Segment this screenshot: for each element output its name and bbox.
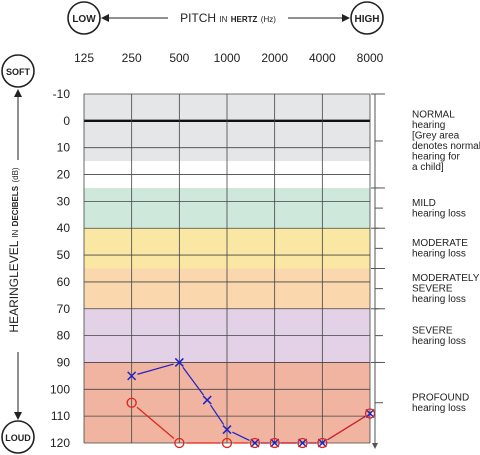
series-1-segment (136, 406, 175, 439)
category-label-5: PROFOUND hearing loss (412, 392, 469, 414)
category-title: PROFOUND (412, 392, 469, 403)
y-tick-label: 120 (50, 436, 70, 450)
bracket-arrow (372, 443, 378, 449)
x-tick-label: 4000 (309, 51, 336, 65)
series-1-marker-o (317, 437, 328, 449)
category-title: NORMAL (412, 110, 455, 121)
y-tick-label: 60 (57, 275, 71, 289)
pitch-unit-word: HERTZ (231, 15, 258, 24)
x-tick-label: 2000 (261, 51, 288, 65)
y-tick-label: 20 (57, 168, 71, 182)
series-1-marker-o (221, 437, 233, 449)
x-marker-stroke (174, 357, 184, 367)
low-label: LOW (72, 14, 96, 25)
category-label-4: SEVERE hearing loss (412, 325, 466, 347)
loud-label: LOUD (5, 433, 31, 443)
soft-badge (1, 54, 35, 88)
y-tick-label: 80 (57, 329, 71, 343)
category-line: hearing loss (412, 336, 466, 347)
category-label-1: MILD hearing loss (412, 198, 466, 220)
category-title: SEVERE (412, 325, 453, 336)
category-title: MODERATE (412, 238, 468, 249)
loud-badge (1, 420, 35, 454)
category-line: hearing loss (412, 294, 466, 305)
category-line: hearing loss (412, 208, 466, 219)
pitch-in-word: IN (219, 15, 227, 24)
category-line: SEVERE (412, 284, 453, 295)
x-marker-stroke (127, 371, 137, 381)
category-label-2: MODERATE hearing loss (412, 238, 468, 260)
category-line: a child] (412, 162, 444, 173)
series-0-marker-x (250, 438, 260, 448)
y-tick-label: 40 (57, 221, 71, 235)
category-line: denotes normal (412, 141, 480, 152)
series-0-marker-x (202, 395, 212, 405)
series-0-segment (232, 431, 250, 441)
x-tick-label: 1000 (214, 51, 241, 65)
y-tick-label: 70 (57, 302, 71, 316)
x-marker-stroke (317, 438, 327, 448)
series-0-segment (182, 366, 205, 396)
low-badge (67, 1, 101, 35)
series-0-marker-x (365, 408, 375, 418)
level-in-word: IN (11, 229, 20, 237)
y-tick-label: -10 (53, 87, 71, 101)
level-unit-word: DECIBELS (11, 185, 20, 226)
pitch-axis-title: PITCH IN HERTZ (Hz) (180, 11, 276, 25)
high-badge (350, 1, 384, 35)
category-title: MILD (412, 198, 436, 209)
y-tick-label: 90 (57, 355, 71, 369)
x-tick-label: 125 (74, 51, 94, 65)
high-label: HIGH (355, 14, 380, 25)
series-1-marker-o (269, 437, 280, 449)
series-0-marker-x (127, 371, 137, 381)
series-0-marker-x (174, 357, 184, 367)
series-1-segment (327, 416, 365, 440)
y-tick-label: 50 (57, 248, 71, 262)
x-marker-stroke (298, 438, 308, 448)
y-tick-label: 100 (50, 382, 70, 396)
x-marker-stroke (270, 438, 280, 448)
x-tick-label: 500 (169, 51, 189, 65)
y-tick-label: 110 (51, 409, 70, 423)
series-1-marker-o (126, 397, 137, 408)
category-line: hearing for (412, 152, 460, 163)
y-tick-label: 0 (63, 114, 70, 128)
series-0-marker-x (270, 438, 280, 448)
series-0-segment (210, 404, 225, 425)
level-word: HEARINGLEVEL (7, 240, 21, 332)
series-0-marker-x (298, 438, 308, 448)
category-line: hearing loss (412, 403, 466, 414)
category-line: hearing loss (412, 249, 466, 260)
series-1-marker-o (249, 437, 261, 449)
x-marker-stroke (222, 425, 232, 435)
x-marker-stroke (202, 395, 212, 405)
series-0-marker-x (222, 425, 232, 435)
soft-label: SOFT (6, 67, 31, 77)
level-axis-title: HEARINGLEVEL IN DECIBELS (dB) (7, 167, 21, 333)
category-line: hearing (412, 120, 445, 131)
x-marker-stroke (250, 438, 260, 448)
series-0-marker-x (317, 438, 327, 448)
series-0-segment (137, 363, 174, 375)
category-line: [Grey area (412, 131, 460, 142)
y-tick-label: 30 (57, 194, 71, 208)
series-1-marker-o (297, 437, 308, 449)
series-1-marker-o (174, 437, 185, 449)
y-tick-label: 10 (57, 141, 71, 155)
x-tick-label: 8000 (357, 51, 384, 65)
category-label-3: MODERATELY SEVERE hearing loss (412, 273, 480, 305)
category-title: MODERATELY (412, 273, 480, 284)
category-label-0: NORMAL hearing [Grey area denotes normal hea… (412, 110, 480, 174)
level-db-word: (dB) (11, 167, 20, 182)
x-marker-stroke (365, 408, 375, 418)
pitch-word: PITCH (180, 11, 216, 25)
pitch-hz-word: (Hz) (261, 15, 276, 24)
x-tick-label: 250 (122, 51, 142, 65)
